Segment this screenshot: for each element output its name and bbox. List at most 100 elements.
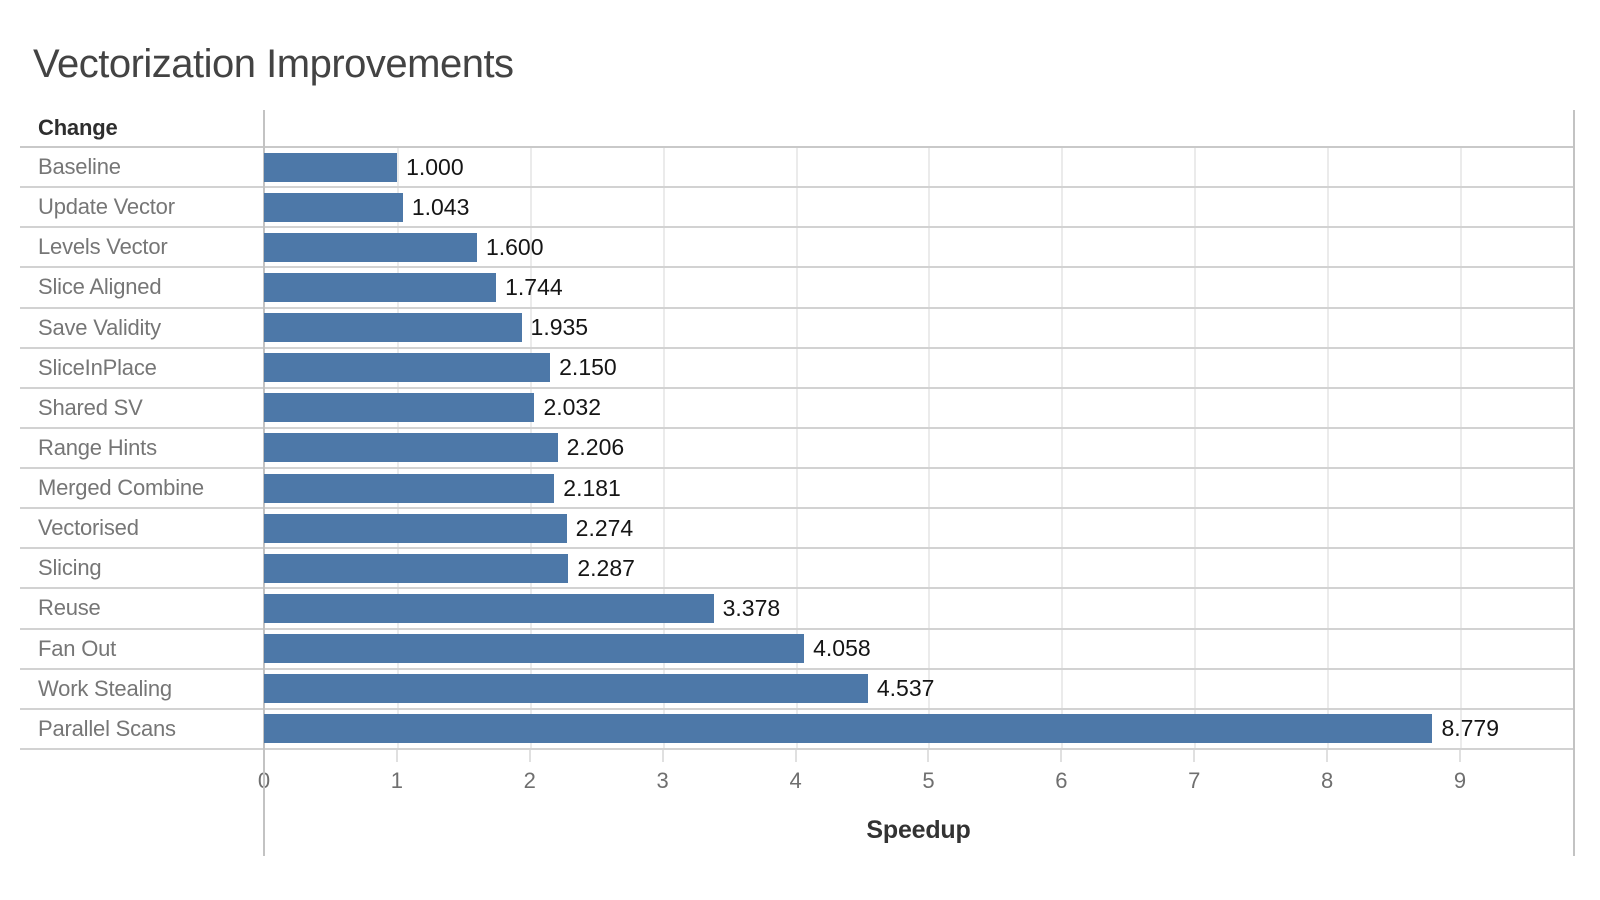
x-tick-label: 5 <box>922 768 935 793</box>
bar[interactable] <box>264 353 551 383</box>
bar-cell: 4.058 <box>264 630 1575 668</box>
category-label: Reuse <box>38 595 101 621</box>
plot-right-border <box>1573 110 1575 856</box>
x-tick-label: 7 <box>1188 768 1201 793</box>
value-label: 2.274 <box>575 514 634 541</box>
value-label: 2.287 <box>577 554 635 581</box>
bar[interactable] <box>264 513 567 543</box>
tick-mark <box>794 750 797 762</box>
bar[interactable] <box>264 674 868 704</box>
bar-row: Update Vector 1.043 <box>20 188 1575 229</box>
bar-cell: 2.206 <box>264 429 1575 467</box>
value-label: 1.744 <box>505 273 563 300</box>
bar-row: Save Validity 1.935 <box>20 309 1575 349</box>
category-label: Levels Vector <box>38 234 168 260</box>
bar-row: Range Hints 2.206 <box>20 429 1575 469</box>
tick-mark <box>1326 750 1329 762</box>
category-label: Range Hints <box>38 434 157 460</box>
value-label: 2.150 <box>559 354 617 381</box>
bar-cell: 1.000 <box>264 148 1575 186</box>
tick-mark <box>395 750 398 762</box>
column-header-row: Change <box>20 110 1575 148</box>
bar-row: Levels Vector 1.600 <box>20 228 1575 269</box>
value-label: 4.058 <box>813 635 871 662</box>
value-label: 8.779 <box>1441 715 1500 742</box>
category-label: Baseline <box>38 154 121 180</box>
tick-mark <box>1060 750 1063 762</box>
value-label: 2.206 <box>566 434 625 461</box>
value-label: 2.032 <box>543 394 601 421</box>
bar-row: Merged Combine 2.181 <box>20 469 1575 510</box>
x-tick-label: 6 <box>1055 768 1068 793</box>
chart-area: Change Baseline 1.000 Update Vector 1.043 Le… <box>20 110 1575 856</box>
bar[interactable] <box>264 313 522 343</box>
bar-row: Reuse 3.378 <box>20 589 1575 630</box>
bar[interactable] <box>264 152 398 182</box>
bar-cell: 1.043 <box>264 188 1575 226</box>
x-axis-title: Speedup <box>866 816 971 844</box>
value-label: 1.000 <box>406 153 464 180</box>
bar[interactable] <box>264 714 1433 744</box>
category-label: Slicing <box>38 555 102 581</box>
category-label: Work Stealing <box>38 675 172 701</box>
bar-cell: 2.032 <box>264 389 1575 427</box>
chart-title: Vectorization Improvements <box>33 42 514 86</box>
bar-cell: 2.150 <box>264 349 1575 387</box>
bar-cell: 2.181 <box>264 469 1575 507</box>
bar-cell: 8.779 <box>264 710 1575 748</box>
x-axis: 0123456789 Speedup <box>258 750 1573 856</box>
bar[interactable] <box>264 473 555 503</box>
category-label: Parallel Scans <box>38 715 176 741</box>
tick-mark <box>1193 750 1196 762</box>
bar-row: Parallel Scans 8.779 <box>20 710 1575 750</box>
x-tick-label: 4 <box>789 768 802 793</box>
bar[interactable] <box>264 232 477 262</box>
x-tick-label: 9 <box>1453 768 1467 793</box>
bar-row: Shared SV 2.032 <box>20 389 1575 429</box>
x-tick-label: 3 <box>656 768 669 793</box>
bar[interactable] <box>264 433 558 463</box>
category-label: Fan Out <box>38 635 117 661</box>
bar-cell: 4.537 <box>264 670 1575 708</box>
value-label: 1.043 <box>411 193 470 220</box>
x-tick-label: 8 <box>1321 768 1334 793</box>
bar-cell: 3.378 <box>264 589 1575 627</box>
bar-row: Work Stealing 4.537 <box>20 670 1575 710</box>
column-header-label: Change <box>38 115 118 140</box>
bar-cell: 1.935 <box>264 309 1575 347</box>
category-label: Slice Aligned <box>38 274 162 300</box>
value-label: 1.600 <box>485 233 544 260</box>
category-label: Merged Combine <box>38 475 204 501</box>
bar-cell: 1.744 <box>264 268 1575 306</box>
value-label: 3.378 <box>722 594 781 621</box>
category-label: Vectorised <box>38 515 139 541</box>
bar-cell: 1.600 <box>264 228 1575 266</box>
bar[interactable] <box>264 393 535 423</box>
tick-mark <box>927 750 930 762</box>
category-label: Shared SV <box>38 394 143 420</box>
bar-cell: 2.274 <box>264 509 1575 547</box>
bar[interactable] <box>264 553 569 583</box>
bar[interactable] <box>264 593 714 623</box>
bar-row: SliceInPlace 2.150 <box>20 349 1575 389</box>
tick-mark <box>661 750 664 762</box>
tick-mark <box>1459 750 1462 762</box>
category-label: Save Validity <box>38 314 161 340</box>
x-tick-label: 2 <box>523 768 536 793</box>
value-label: 4.537 <box>876 675 935 702</box>
bar-row: Slice Aligned 1.744 <box>20 268 1575 309</box>
rows: Baseline 1.000 Update Vector 1.043 Levels Ve… <box>20 148 1575 750</box>
value-label: 2.181 <box>563 474 621 501</box>
x-tick-label: 1 <box>390 768 404 793</box>
bar-row: Baseline 1.000 <box>20 148 1575 189</box>
bar[interactable] <box>264 634 805 664</box>
tick-mark <box>528 750 531 762</box>
bar[interactable] <box>264 272 497 302</box>
value-label: 1.935 <box>530 314 589 341</box>
bar[interactable] <box>264 192 403 222</box>
bar-row: Vectorised 2.274 <box>20 509 1575 550</box>
bar-row: Fan Out 4.058 <box>20 630 1575 670</box>
bar-cell: 2.287 <box>264 549 1575 587</box>
category-label: SliceInPlace <box>38 354 157 380</box>
